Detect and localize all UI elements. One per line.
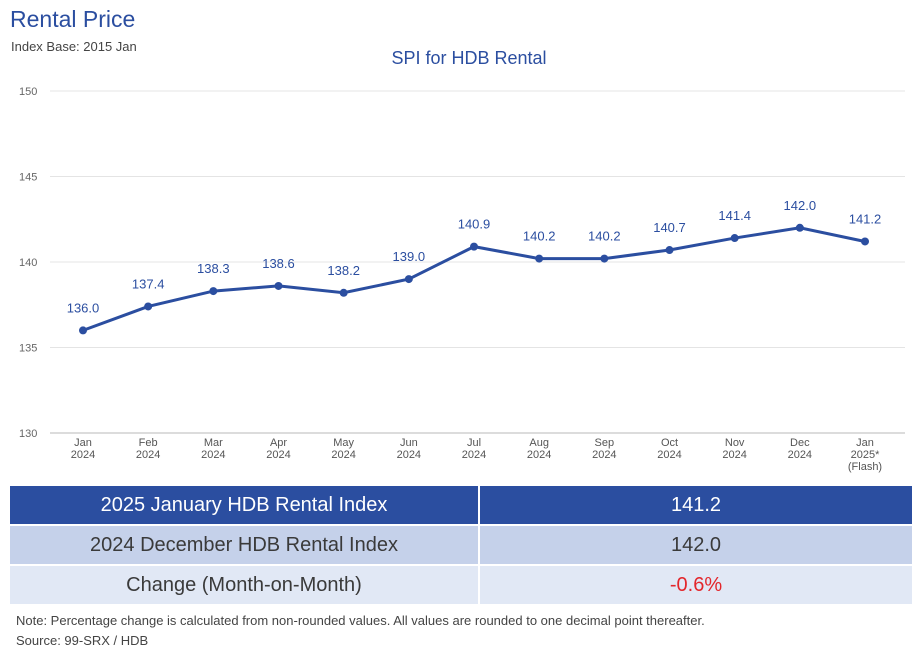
x-tick-label: May 2024	[331, 437, 355, 461]
summary-label: Change (Month-on-Month)	[10, 566, 480, 606]
data-label: 138.3	[197, 261, 230, 276]
x-tick-label: Feb 2024	[136, 437, 160, 461]
x-tick-label: Jan 2025* (Flash)	[848, 437, 882, 473]
data-point	[861, 237, 869, 246]
footnote: Note: Percentage change is calculated fr…	[16, 613, 705, 628]
summary-row: 2025 January HDB Rental Index 141.2	[10, 486, 914, 526]
summary-row: Change (Month-on-Month) -0.6%	[10, 566, 914, 606]
data-label: 141.4	[718, 208, 751, 223]
data-label: 140.9	[458, 217, 491, 232]
y-tick-label: 130	[19, 428, 37, 440]
data-label: 139.0	[393, 249, 426, 264]
data-point	[600, 254, 609, 263]
summary-label: 2024 December HDB Rental Index	[10, 526, 480, 566]
data-label: 141.2	[849, 211, 882, 226]
data-point	[209, 287, 218, 296]
data-point	[404, 275, 413, 284]
data-point	[79, 326, 87, 335]
data-label: 136.0	[67, 300, 100, 315]
data-point	[535, 254, 544, 263]
summary-row: 2024 December HDB Rental Index 142.0	[10, 526, 914, 566]
x-axis-ticks: Jan 2024 Feb 2024 Mar 2024 Apr 2024 May 2024 Jun 20…	[71, 437, 882, 473]
x-tick-label: Aug 2024	[527, 437, 551, 461]
data-point	[730, 234, 739, 243]
data-point	[339, 288, 348, 297]
data-label: 137.4	[132, 276, 165, 291]
source-note: Source: 99-SRX / HDB	[16, 633, 149, 648]
line-chart: SPI for HDB Rental 130 135 140 145 150 Jan 20…	[19, 48, 905, 473]
data-point	[470, 242, 478, 251]
data-label: 138.6	[262, 256, 295, 271]
summary-value: 141.2	[480, 486, 914, 526]
y-axis-ticks: 130 135 140 145 150	[19, 86, 37, 440]
x-tick-label: Jun 2024	[397, 437, 421, 461]
data-points	[79, 223, 869, 335]
data-point	[274, 281, 283, 290]
grid-lines	[50, 90, 905, 434]
summary-label: 2025 January HDB Rental Index	[10, 486, 480, 526]
summary-value-change: -0.6%	[480, 566, 914, 606]
data-label: 142.0	[784, 198, 817, 213]
data-label: 138.2	[327, 263, 360, 278]
x-tick-label: Sep 2024	[592, 437, 616, 461]
page-subtitle: Index Base: 2015 Jan	[11, 39, 137, 54]
page-title: Rental Price	[10, 6, 136, 32]
data-label: 140.2	[523, 229, 556, 244]
y-tick-label: 135	[19, 343, 37, 355]
x-tick-label: Jul 2024	[462, 437, 486, 461]
chart-title: SPI for HDB Rental	[391, 48, 546, 68]
summary-table: 2025 January HDB Rental Index 141.2 2024…	[10, 486, 914, 606]
x-tick-label: Mar 2024	[201, 437, 225, 461]
y-tick-label: 150	[19, 86, 37, 98]
y-tick-label: 145	[19, 172, 37, 184]
x-tick-label: Jan 2024	[71, 437, 95, 461]
data-label: 140.2	[588, 229, 621, 244]
x-tick-label: Apr 2024	[266, 437, 290, 461]
x-tick-label: Oct 2024	[657, 437, 681, 461]
data-labels: 136.0 137.4 138.3 138.6 138.2 139.0 140.9 140.2…	[67, 198, 882, 316]
x-tick-label: Dec 2024	[788, 437, 812, 461]
summary-value: 142.0	[480, 526, 914, 566]
data-point	[665, 246, 674, 255]
data-point	[795, 223, 804, 232]
data-label: 140.7	[653, 220, 686, 235]
y-tick-label: 140	[19, 257, 37, 269]
x-tick-label: Nov 2024	[722, 437, 746, 461]
data-point	[144, 302, 153, 311]
